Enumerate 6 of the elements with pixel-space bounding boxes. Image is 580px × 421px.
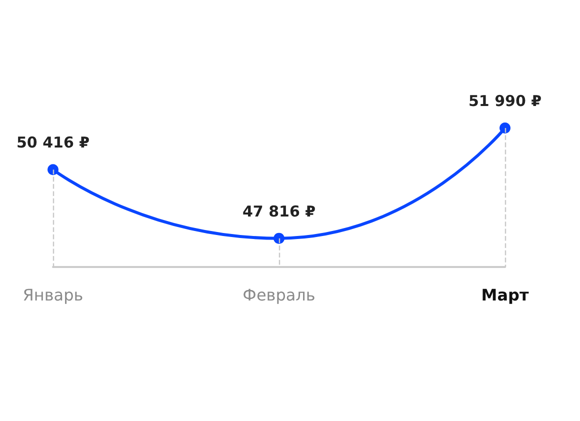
data-label: 47 816 ₽ [242, 202, 316, 220]
data-label: 51 990 ₽ [468, 92, 542, 110]
data-label: 50 416 ₽ [16, 134, 90, 152]
x-tick-label: Февраль [242, 286, 316, 304]
x-tick-label: Январь [22, 286, 84, 304]
x-tick-label: Март [481, 286, 530, 304]
